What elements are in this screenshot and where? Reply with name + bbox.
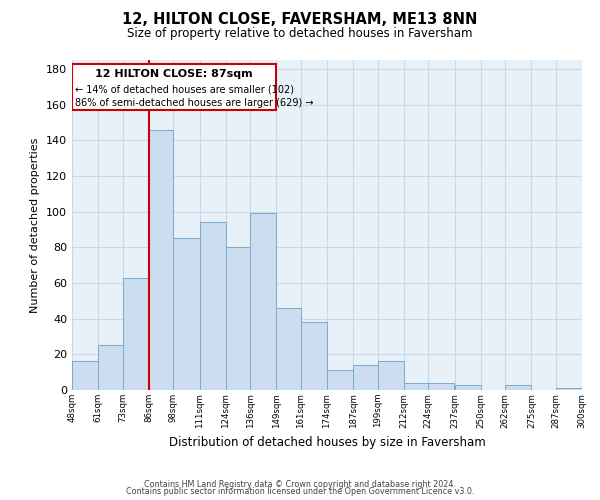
Bar [377, 362, 404, 390]
Text: 12 HILTON CLOSE: 87sqm: 12 HILTON CLOSE: 87sqm [95, 69, 253, 79]
Bar [72, 362, 98, 390]
Text: 12, HILTON CLOSE, FAVERSHAM, ME13 8NN: 12, HILTON CLOSE, FAVERSHAM, ME13 8NN [122, 12, 478, 28]
Bar [428, 383, 455, 390]
Bar [72, 64, 277, 110]
Text: 86% of semi-detached houses are larger (629) →: 86% of semi-detached houses are larger (… [75, 98, 314, 108]
Bar [455, 384, 481, 390]
Bar [199, 222, 226, 390]
Bar [173, 238, 199, 390]
Bar [98, 346, 122, 390]
Text: Contains public sector information licensed under the Open Government Licence v3: Contains public sector information licen… [126, 488, 474, 496]
Bar [301, 322, 327, 390]
Bar [404, 383, 428, 390]
Bar [327, 370, 353, 390]
Bar [226, 248, 250, 390]
Bar [277, 308, 301, 390]
Bar [505, 384, 532, 390]
Bar [149, 130, 173, 390]
Text: ← 14% of detached houses are smaller (102): ← 14% of detached houses are smaller (10… [75, 84, 294, 94]
Bar [556, 388, 582, 390]
Bar [122, 278, 149, 390]
Text: Contains HM Land Registry data © Crown copyright and database right 2024.: Contains HM Land Registry data © Crown c… [144, 480, 456, 489]
Y-axis label: Number of detached properties: Number of detached properties [31, 138, 40, 312]
X-axis label: Distribution of detached houses by size in Faversham: Distribution of detached houses by size … [169, 436, 485, 449]
Bar [353, 365, 377, 390]
Bar [250, 214, 277, 390]
Text: Size of property relative to detached houses in Faversham: Size of property relative to detached ho… [127, 28, 473, 40]
